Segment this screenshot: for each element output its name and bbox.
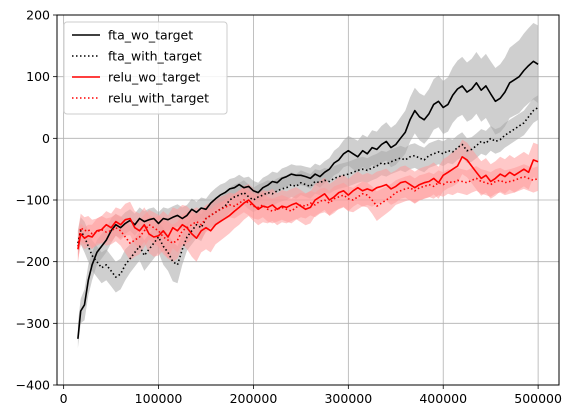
legend-label-fta_with_target: fta_with_target: [108, 49, 202, 64]
y-tick-label: 200: [26, 8, 50, 23]
x-tick-label: 200000: [230, 391, 278, 406]
legend-label-relu_with_target: relu_with_target: [108, 91, 209, 106]
y-tick-label: −200: [16, 254, 50, 269]
y-tick-label: 100: [26, 69, 50, 84]
legend-label-fta_wo_target: fta_wo_target: [108, 28, 193, 43]
x-tick-label: 300000: [324, 391, 372, 406]
y-tick-label: −100: [16, 193, 50, 208]
x-tick-label: 100000: [135, 391, 183, 406]
x-tick-label: 0: [60, 391, 68, 406]
y-tick-label: −300: [16, 316, 50, 331]
x-tick-label: 400000: [419, 391, 467, 406]
y-tick-label: 0: [42, 131, 50, 146]
legend-label-relu_wo_target: relu_wo_target: [108, 70, 200, 85]
y-tick-label: −400: [16, 378, 50, 393]
x-tick-label: 500000: [514, 391, 562, 406]
legend: fta_wo_target fta_with_target relu_wo_targ…: [64, 22, 227, 114]
